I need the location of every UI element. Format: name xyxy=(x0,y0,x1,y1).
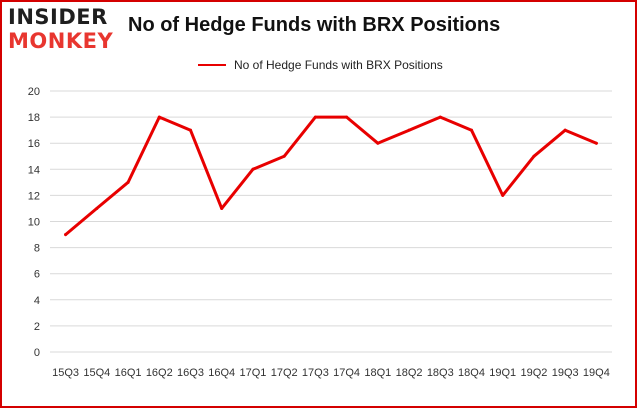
x-tick-label: 19Q2 xyxy=(520,367,547,379)
y-tick-label: 2 xyxy=(34,321,40,333)
chart-legend: No of Hedge Funds with BRX Positions xyxy=(198,57,443,73)
x-tick-label: 15Q4 xyxy=(83,367,110,379)
data-point xyxy=(501,193,505,197)
data-point xyxy=(282,154,286,158)
legend-line-swatch xyxy=(198,64,226,66)
y-tick-label: 16 xyxy=(28,138,40,150)
data-point xyxy=(189,128,192,132)
data-point xyxy=(313,115,317,119)
y-tick-label: 8 xyxy=(34,243,40,255)
legend-label: No of Hedge Funds with BRX Positions xyxy=(234,58,443,72)
y-tick-label: 14 xyxy=(28,164,40,176)
data-point xyxy=(407,128,411,132)
data-point xyxy=(251,167,255,171)
y-tick-label: 4 xyxy=(34,295,40,307)
data-point xyxy=(220,206,224,210)
x-tick-label: 16Q2 xyxy=(146,367,173,379)
x-tick-label: 17Q2 xyxy=(271,367,298,379)
x-tick-label: 19Q3 xyxy=(552,367,579,379)
x-tick-label: 18Q3 xyxy=(427,367,454,379)
data-point xyxy=(532,154,536,158)
x-tick-label: 19Q4 xyxy=(583,367,610,379)
x-tick-label: 16Q3 xyxy=(177,367,204,379)
data-point xyxy=(126,180,130,184)
x-tick-label: 18Q2 xyxy=(396,367,423,379)
x-tick-label: 16Q1 xyxy=(115,367,142,379)
data-point xyxy=(64,233,68,237)
chart-title: No of Hedge Funds with BRX Positions xyxy=(128,14,501,36)
y-tick-label: 10 xyxy=(28,217,40,229)
series-line-0 xyxy=(64,115,598,237)
y-tick-label: 6 xyxy=(34,269,40,281)
data-point xyxy=(438,115,442,119)
logo-line2: MONKEY xyxy=(8,29,114,53)
data-point xyxy=(95,206,99,210)
data-point xyxy=(157,115,161,119)
y-tick-label: 12 xyxy=(28,190,40,202)
insider-monkey-logo: INSIDER MONKEY xyxy=(8,6,118,54)
x-tick-label: 18Q1 xyxy=(364,367,391,379)
logo-line1: INSIDER xyxy=(8,5,108,29)
data-point xyxy=(563,128,567,132)
data-point xyxy=(345,115,349,119)
x-tick-label: 17Q4 xyxy=(333,367,360,379)
data-point xyxy=(594,141,598,145)
y-tick-label: 20 xyxy=(28,86,40,98)
x-tick-label: 17Q3 xyxy=(302,367,329,379)
x-tick-label: 16Q4 xyxy=(208,367,235,379)
data-point xyxy=(470,128,473,132)
x-tick-label: 15Q3 xyxy=(52,367,79,379)
data-point xyxy=(376,141,380,145)
x-tick-label: 18Q4 xyxy=(458,367,485,379)
y-tick-label: 18 xyxy=(28,112,40,124)
x-tick-label: 17Q1 xyxy=(239,367,266,379)
y-tick-label: 0 xyxy=(34,347,40,359)
x-tick-label: 19Q1 xyxy=(489,367,516,379)
